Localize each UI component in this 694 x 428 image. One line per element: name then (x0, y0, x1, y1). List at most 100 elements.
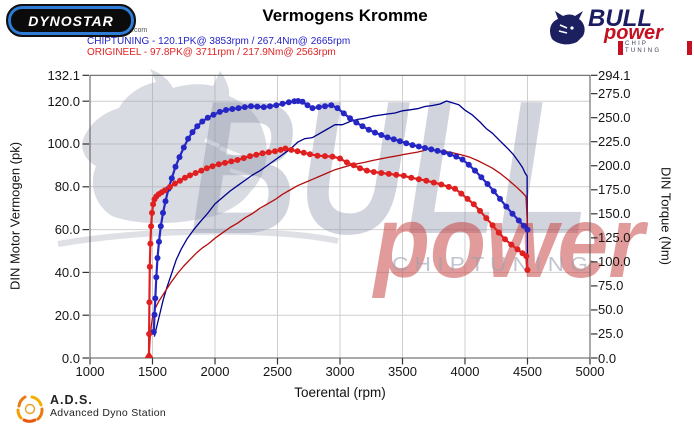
y-left-tick-label: 120.0 (47, 93, 80, 109)
curve-marker (229, 106, 236, 112)
curve-marker (146, 263, 153, 270)
curve-marker (337, 155, 343, 162)
x-tick-label: 2500 (263, 364, 292, 379)
curve-marker (490, 188, 497, 195)
x-tick-label: 2000 (200, 364, 230, 379)
y-right-tick-label: 225.0 (598, 134, 631, 150)
ads-full-name: Advanced Dyno Station (50, 407, 167, 419)
curve-marker (415, 176, 422, 183)
y-right-tick-label: 275.0 (598, 86, 631, 102)
curve-marker (299, 98, 306, 105)
curve-marker (146, 299, 153, 306)
curve-marker (464, 195, 471, 202)
curve-marker (304, 102, 311, 109)
x-tick-label: 3500 (388, 364, 417, 379)
curve-marker (524, 267, 531, 273)
curve-marker (167, 183, 173, 190)
curve-marker (199, 118, 206, 125)
curve-marker (146, 331, 153, 337)
curve-marker (520, 222, 527, 229)
curve-marker (162, 198, 169, 205)
curve-marker (524, 226, 531, 233)
curve-marker (453, 153, 460, 160)
y-left-tick-label: 60.0 (54, 222, 80, 238)
curve-marker (384, 134, 391, 141)
curve-marker (182, 174, 188, 181)
curve-marker (210, 111, 217, 118)
curve-marker (157, 223, 164, 230)
dynostar-domain-text: .com (132, 27, 148, 34)
y-right-tick-label: 175.0 (598, 182, 631, 198)
dynostar-logo: DYNOSTAR (6, 4, 136, 37)
curve-marker (393, 171, 400, 178)
curve-marker (247, 153, 253, 160)
curve-marker (423, 177, 430, 184)
y-right-tick-label: 125.0 (598, 230, 631, 246)
bull-watermark-eyes (204, 138, 253, 179)
curve-marker (192, 170, 199, 176)
bullpower-word-power: power (604, 22, 663, 44)
curve-marker (514, 246, 521, 253)
right-axis-title: DIN Torque (Nm) (658, 166, 674, 266)
ads-abbreviation: A.D.S. (50, 393, 93, 407)
plot-border (89, 74, 591, 359)
curve-marker (489, 222, 496, 229)
curve-marker (509, 210, 516, 217)
curve-marker (484, 181, 491, 187)
curve-marker (151, 311, 158, 318)
curve-marker (307, 151, 313, 158)
curve-marker (470, 201, 477, 208)
curve-marker (180, 144, 187, 151)
curve-marker (397, 138, 403, 145)
curve-marker (445, 183, 452, 190)
curve-marker (459, 156, 466, 163)
curve-marker (329, 153, 336, 160)
legend-origineel: ORIGINEEL - 97.8PK@ 3711rpm / 217.9Nm@ 2… (87, 46, 336, 58)
y-right-tick-label: 75.0 (598, 278, 624, 294)
curves (144, 98, 531, 359)
curve-marker (483, 215, 490, 222)
curve-marker (279, 100, 286, 107)
curve-marker (149, 209, 155, 216)
legend-chiptuning: CHIPTUNING - 120.1PK@ 3853rpm / 267.4Nm@… (87, 36, 351, 47)
curve-marker (434, 147, 441, 154)
curve-marker (285, 99, 292, 106)
curve-marker (152, 295, 159, 302)
curve-marker (452, 185, 458, 192)
bull-icon (550, 11, 585, 45)
curve-marker (385, 170, 392, 177)
curve-marker (503, 203, 510, 210)
curve-marker (273, 102, 280, 109)
curve-marker (300, 149, 307, 156)
curve-marker (241, 104, 248, 111)
curve-marker (478, 174, 485, 181)
y-right-tick-label: 294.1 (598, 67, 631, 83)
curve-marker (154, 255, 161, 261)
curve-marker (502, 236, 508, 243)
curve-marker (148, 223, 155, 230)
curve-marker (187, 172, 193, 179)
left-axis-title: DIN Motor Vermogen (pk) (7, 141, 23, 291)
x-tick-label: 1500 (138, 364, 167, 379)
curve-marker (288, 146, 295, 153)
curve-marker (147, 240, 154, 247)
curve-marker (438, 181, 445, 188)
curve-marker (508, 241, 515, 248)
curve-marker (365, 126, 372, 133)
curve-marker (515, 217, 522, 224)
curve-marker (465, 161, 472, 168)
curve-marker (495, 229, 502, 236)
curve-marker (497, 195, 503, 202)
y-left-tick-label: 80.0 (54, 179, 80, 195)
y-right-tick-label: 100.0 (598, 254, 631, 270)
curve-origineel-power-pk- (148, 148, 529, 350)
curve-marker (347, 115, 353, 122)
curve-marker (215, 161, 222, 168)
curve-marker (430, 179, 437, 186)
curve-marker (378, 132, 385, 138)
curve-marker (203, 165, 210, 172)
curve-marker (176, 154, 183, 161)
curve-marker (150, 329, 157, 335)
curve-marker (428, 146, 435, 153)
